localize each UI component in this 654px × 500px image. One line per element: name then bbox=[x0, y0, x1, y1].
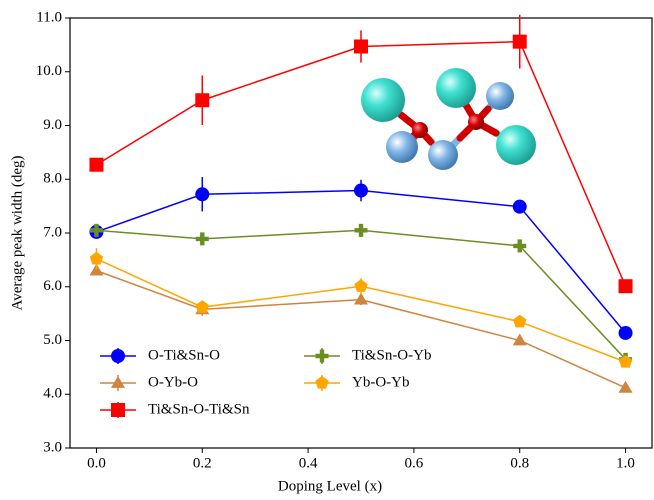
legend-label: Ti&Sn-O-Ti&Sn bbox=[148, 401, 250, 417]
y-tick-label: 11.0 bbox=[36, 9, 62, 25]
marker bbox=[354, 184, 368, 198]
marker bbox=[513, 315, 526, 328]
legend-entry: Ti&Sn-O-Yb bbox=[304, 347, 431, 364]
marker bbox=[619, 279, 633, 293]
legend-marker bbox=[316, 350, 329, 363]
x-tick-label: 0.4 bbox=[299, 455, 318, 471]
chart: Doping Level (x) Average peak width (deg… bbox=[0, 0, 654, 500]
x-tick-label: 0.6 bbox=[405, 455, 424, 471]
y-tick-label: 6.0 bbox=[43, 278, 62, 294]
marker bbox=[196, 300, 209, 313]
marker bbox=[89, 158, 103, 172]
marker bbox=[619, 381, 633, 393]
legend-entry: O-Yb-O bbox=[100, 374, 198, 391]
x-tick-label: 1.0 bbox=[616, 455, 635, 471]
marker bbox=[619, 355, 632, 368]
marker bbox=[354, 279, 367, 292]
y-tick-label: 5.0 bbox=[43, 332, 62, 348]
y-tick-label: 4.0 bbox=[43, 386, 62, 402]
x-tick-label: 0.0 bbox=[87, 455, 106, 471]
y-axis-label: Average peak width (deg) bbox=[9, 155, 25, 310]
legend-entry: Ti&Sn-O-Ti&Sn bbox=[100, 401, 250, 418]
marker bbox=[90, 252, 103, 265]
y-tick-label: 10.0 bbox=[36, 63, 62, 79]
legend-marker bbox=[315, 376, 328, 389]
structure-inset bbox=[361, 68, 536, 170]
marker bbox=[355, 224, 368, 237]
y-tick-label: 3.0 bbox=[43, 439, 62, 455]
marker bbox=[196, 232, 209, 245]
legend-label: Yb-O-Yb bbox=[352, 374, 410, 390]
x-tick-label: 0.2 bbox=[193, 455, 212, 471]
y-tick-label: 8.0 bbox=[43, 171, 62, 187]
legend-label: O-Ti&Sn-O bbox=[148, 347, 220, 363]
marker bbox=[513, 200, 527, 214]
legend-entry: Yb-O-Yb bbox=[304, 374, 410, 391]
legend-entry: O-Ti&Sn-O bbox=[100, 347, 220, 364]
legend-marker bbox=[111, 403, 125, 417]
marker bbox=[354, 293, 368, 305]
y-tick-label: 7.0 bbox=[43, 224, 62, 240]
legend-marker bbox=[111, 349, 125, 363]
legend-label: Ti&Sn-O-Yb bbox=[352, 347, 431, 363]
marker bbox=[195, 187, 209, 201]
legend-marker bbox=[111, 376, 125, 388]
y-tick-label: 9.0 bbox=[43, 117, 62, 133]
legend-label: O-Yb-O bbox=[148, 374, 198, 390]
marker bbox=[513, 35, 527, 49]
series-line bbox=[96, 191, 625, 333]
series-line bbox=[96, 42, 625, 287]
marker bbox=[619, 326, 633, 340]
x-axis-label: Doping Level (x) bbox=[278, 478, 382, 494]
marker bbox=[354, 39, 368, 53]
marker bbox=[195, 93, 209, 107]
x-tick-label: 0.8 bbox=[510, 455, 529, 471]
